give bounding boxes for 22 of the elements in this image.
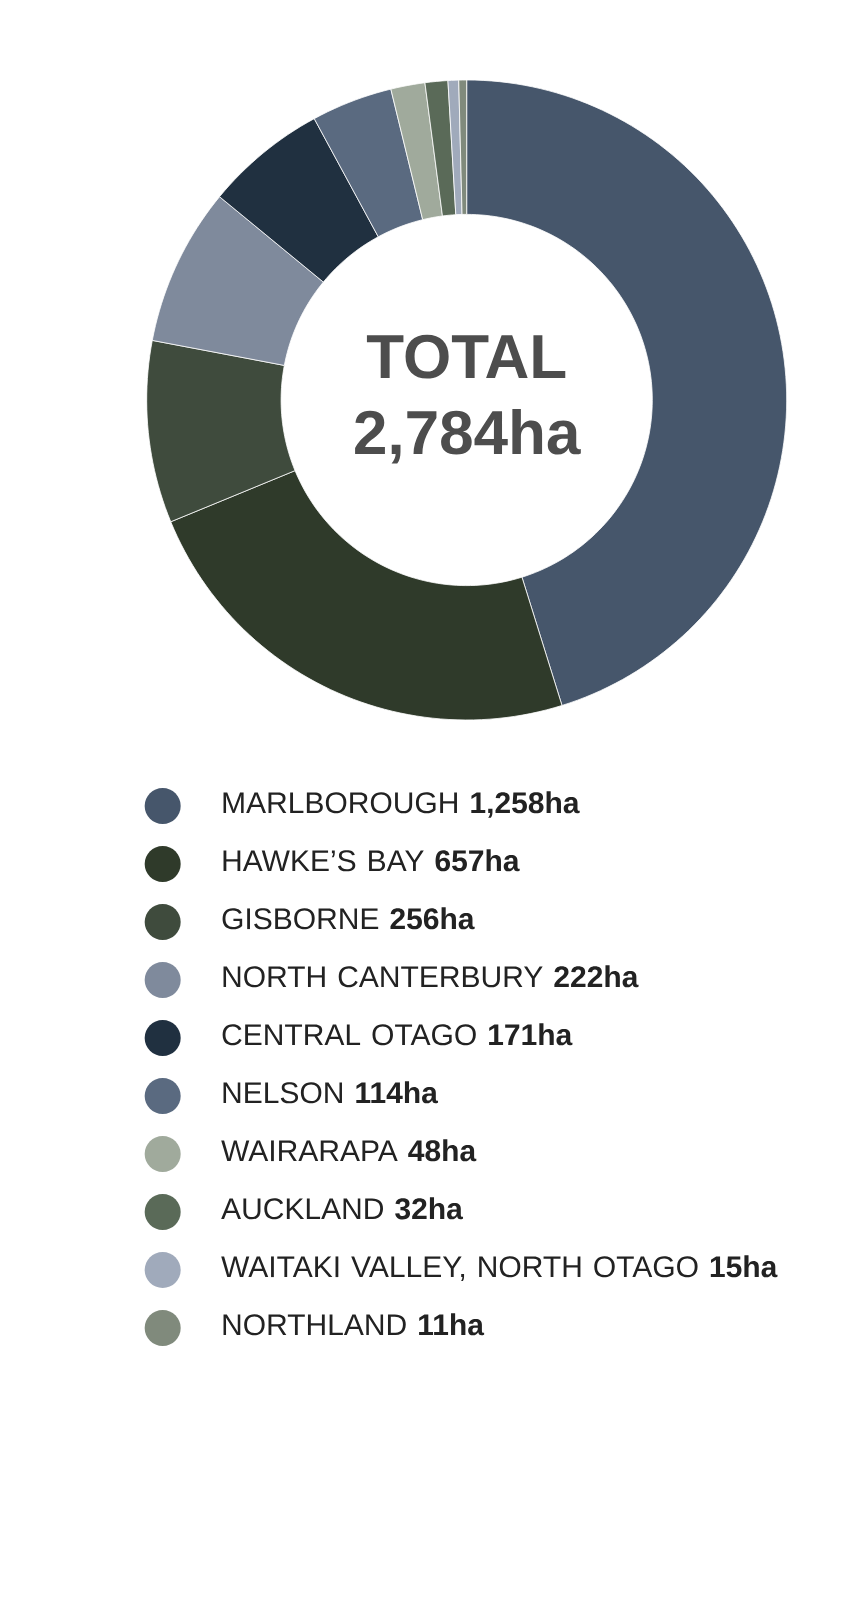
data-label: 114ha — [356, 1081, 439, 1104]
data-label: 48ha — [408, 1139, 477, 1162]
data-label: 657ha — [435, 849, 520, 872]
data-label: 256ha — [390, 907, 475, 930]
data-label: 32ha — [395, 1197, 464, 1220]
text: TOTAL — [367, 334, 566, 379]
legend-label: WAITAKI VALLEY, NORTH OTAGO — [221, 1256, 698, 1281]
legend-label: NORTH CANTERBURY — [223, 966, 543, 988]
legend-label: NELSON — [223, 1082, 343, 1104]
legend-label: WAIRARAPA — [221, 1140, 398, 1162]
data-label: 171ha — [489, 1023, 573, 1046]
data-label: 15ha — [710, 1255, 778, 1278]
data-label: 222ha — [554, 965, 639, 988]
legend-label: HAWKE’S BAY — [223, 850, 424, 872]
legend-label: CENTRAL OTAGO — [222, 1024, 476, 1046]
legend-label: GISBORNE — [222, 908, 379, 930]
legend-label: NORTHLAND — [223, 1314, 406, 1336]
data-label: 1,258ha — [471, 791, 580, 818]
text: 2,784ha — [355, 409, 581, 464]
legend-label: MARLBOROUGH — [223, 792, 458, 814]
legend-label: AUCKLAND — [221, 1198, 384, 1220]
data-label: 11ha — [419, 1313, 485, 1336]
